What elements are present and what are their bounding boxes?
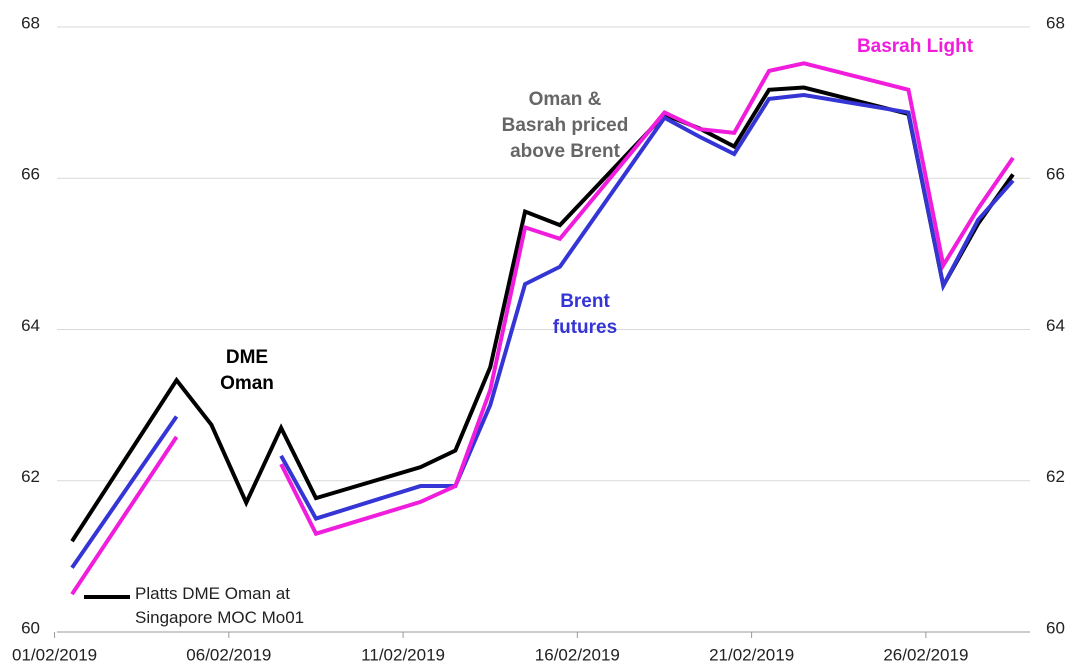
series-line [279,61,1015,537]
x-tick-label: 01/02/2019 [12,645,97,664]
text-line: Platts DME Oman at [135,584,290,603]
text-line: Brent [560,291,610,312]
series-label: Basrah Light [857,36,974,57]
series-label ann: Brent futures [553,291,617,338]
x-tick-label: 21/02/2019 [709,645,794,664]
annotation-line: above Brent [510,141,620,162]
annotation-line: Oman [220,373,274,394]
series-line [70,435,179,596]
y2-tick-label: 64 [1046,316,1065,335]
y-tick-label: 60 [21,618,40,637]
series-line [70,415,179,569]
x-tick-label: 26/02/2019 [883,645,968,664]
y-tick-label: 68 [21,13,40,32]
y2-tick-label: 62 [1046,467,1065,486]
annotation: Oman & Basrah priced above Brent [502,89,629,162]
annotation-line: Oman & [529,89,602,110]
x-tick-label: 16/02/2019 [535,645,620,664]
y2-tick-label: 60 [1046,618,1065,637]
y-tick-label: 64 [21,316,40,335]
legend-label: Platts DME Oman at Singapore MOC Mo01 [135,584,304,627]
annotation-line: DME [226,347,268,368]
y-tick-label: 62 [21,467,40,486]
text-line: Singapore MOC Mo01 [135,608,304,627]
y2-tick-label: 68 [1046,13,1065,32]
x-tick-label: 06/02/2019 [186,645,271,664]
annotation-line: Basrah priced [502,115,629,136]
text-line: futures [553,317,617,338]
y2-tick-label: 66 [1046,165,1065,184]
y-tick-label: 66 [21,165,40,184]
series-line [279,93,1015,521]
annotation: DME Oman [220,347,274,394]
x-tick-label: 11/02/2019 [361,645,445,664]
